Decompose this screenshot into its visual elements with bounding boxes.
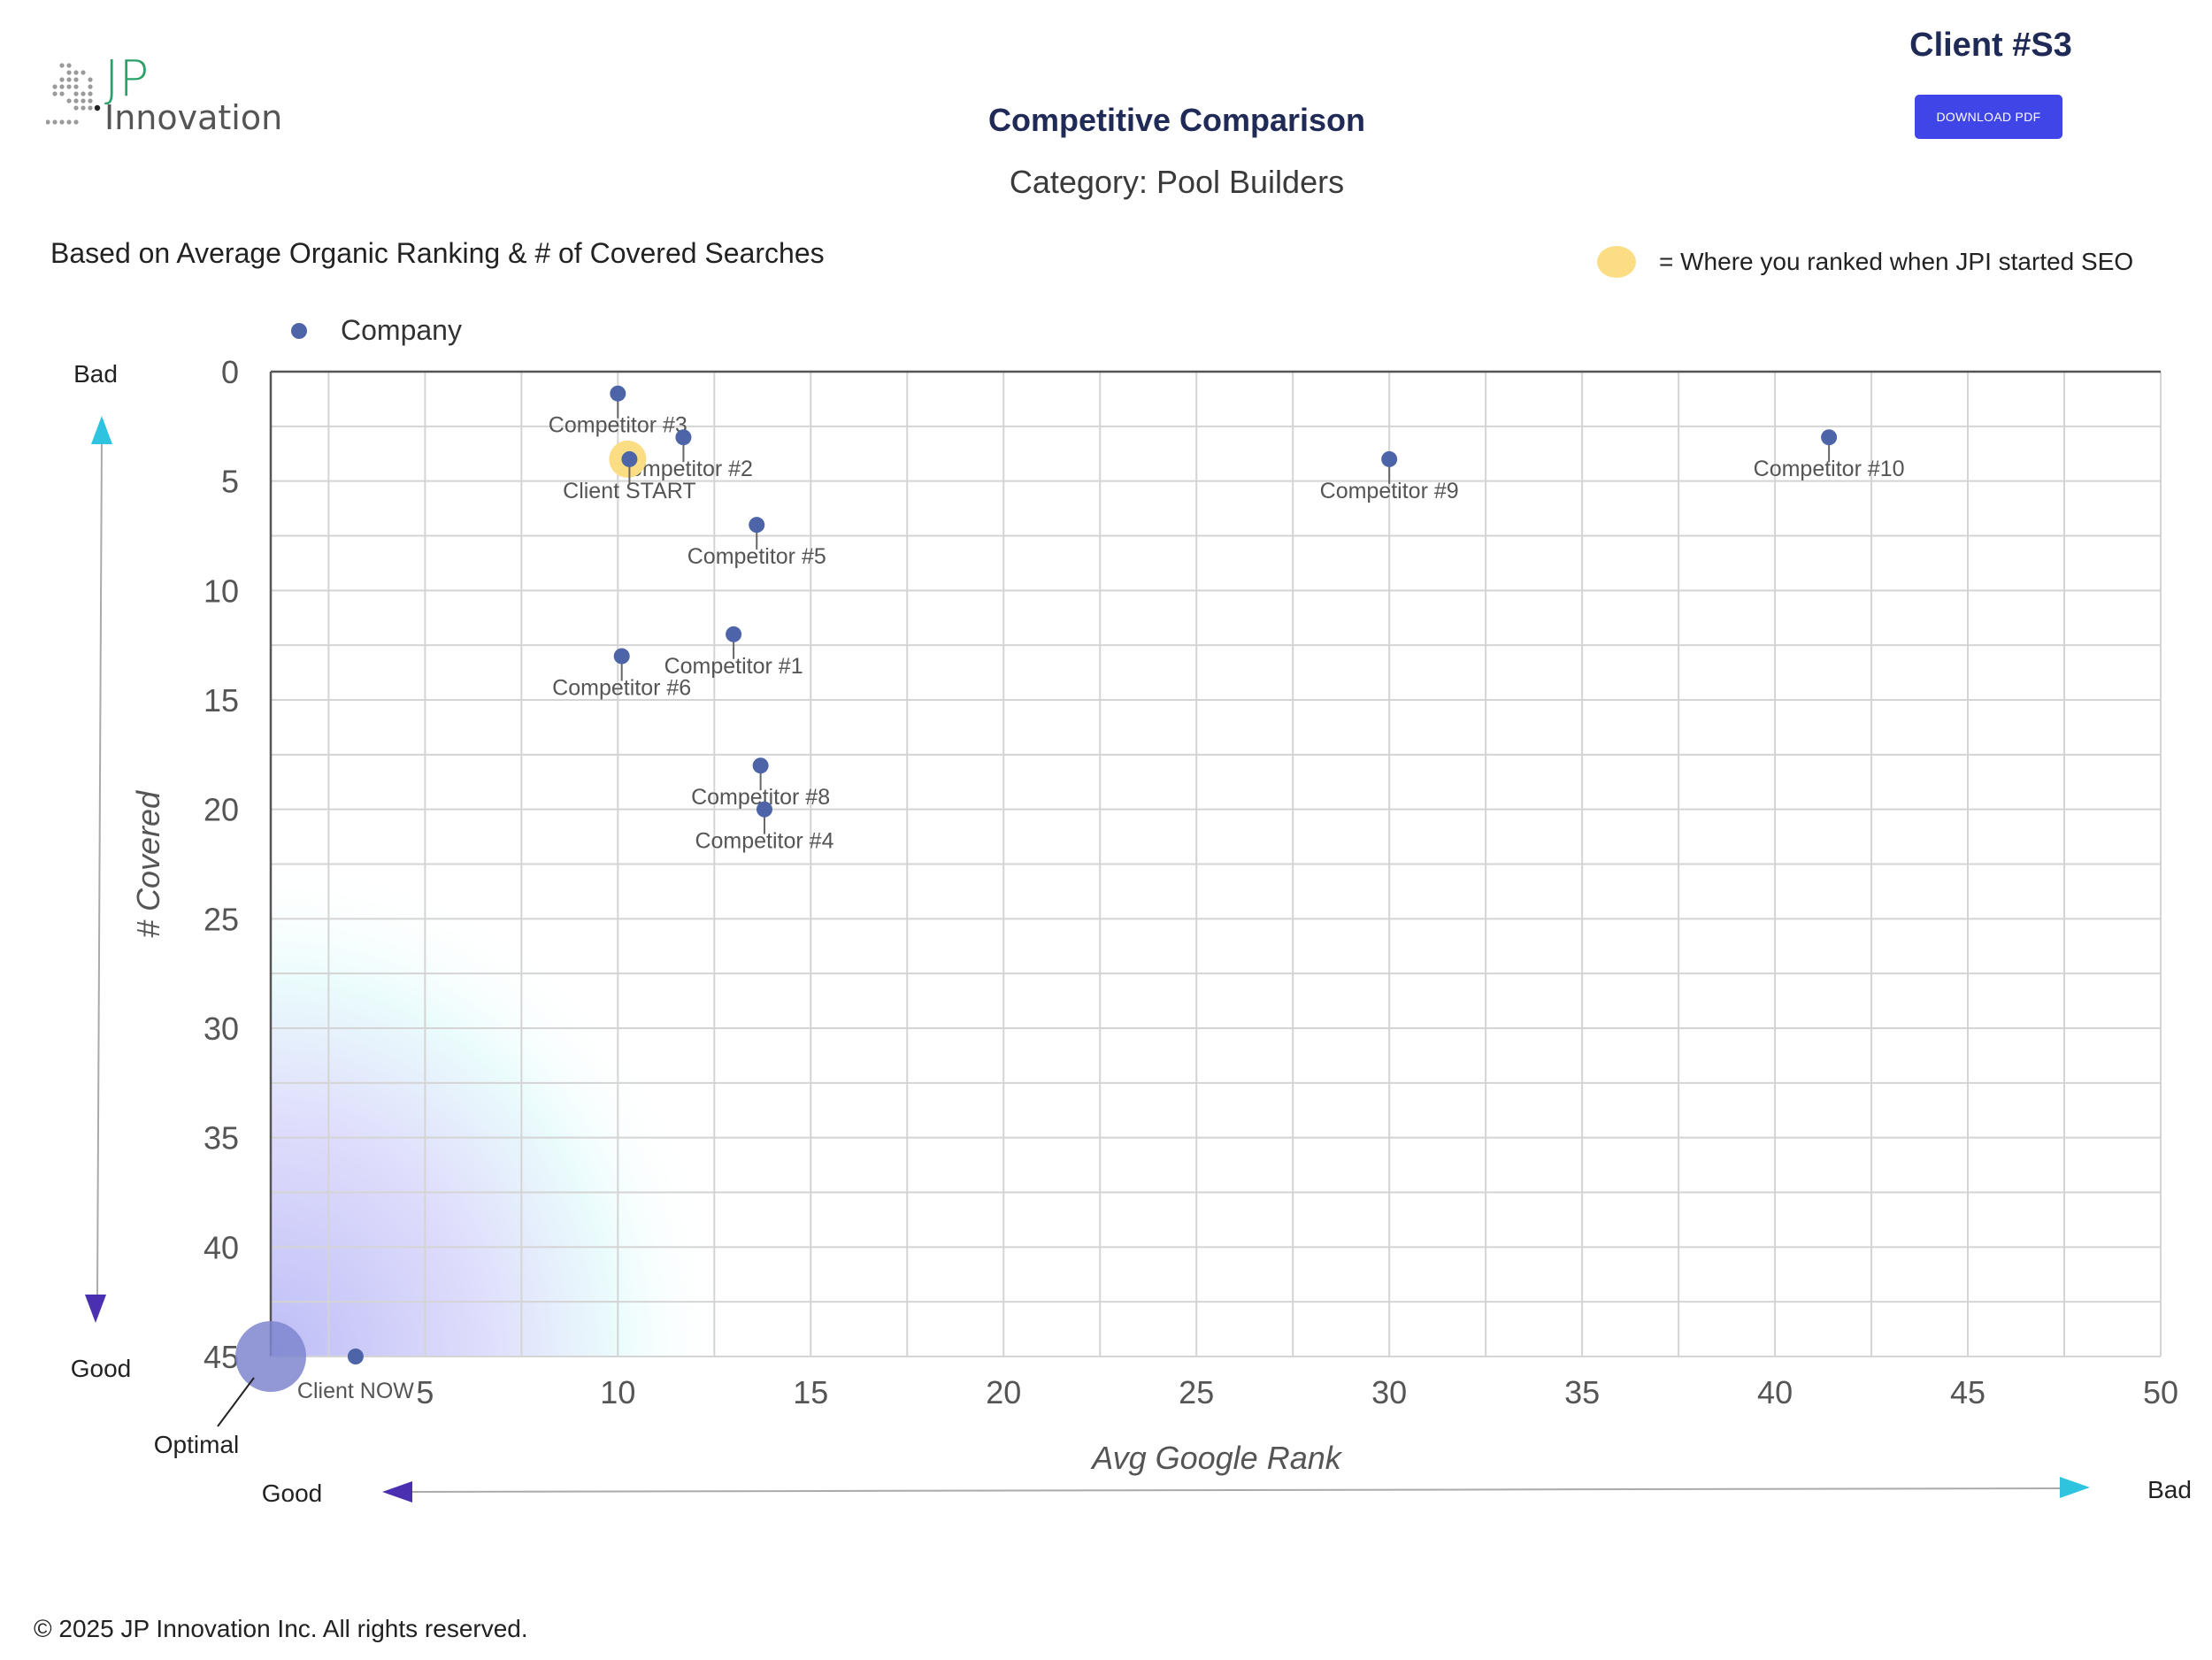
data-point: Competitor #8: [691, 757, 830, 810]
y-tick-label: 15: [204, 682, 239, 719]
basis-text: Based on Average Organic Ranking & # of …: [50, 237, 825, 269]
y-good-arrow-icon: [85, 1295, 106, 1323]
point-label: Competitor #10: [1754, 457, 1905, 481]
point-label: Competitor #5: [687, 544, 826, 569]
x-good-arrow-icon: [382, 1481, 412, 1502]
x-left-label: Good: [262, 1479, 323, 1507]
point-marker: [1381, 450, 1398, 467]
point-label: Competitor #6: [552, 676, 691, 701]
chart-subtitle: Category: Pool Builders: [1009, 164, 1345, 200]
x-tick-label: 50: [2143, 1374, 2178, 1410]
y-tick-label: 45: [204, 1339, 239, 1375]
x-axis-label: Avg Google Rank: [1090, 1440, 1343, 1476]
y-tick-label: 25: [204, 901, 239, 937]
point-marker: [1821, 429, 1838, 446]
x-bad-arrow-icon: [2060, 1477, 2090, 1498]
optimal-label: Optimal: [154, 1431, 239, 1458]
point-marker: [610, 385, 626, 402]
start-highlight-swatch: [1597, 246, 1636, 278]
point-marker: [347, 1349, 364, 1364]
tick-labels: 5 10 15 20 25 30 35 40 45 50 0 5 10 15 20 25 30 35 40 45: [204, 354, 2178, 1410]
point-marker: [752, 757, 769, 774]
x-tick-label: 25: [1179, 1374, 1214, 1410]
point-marker: [621, 450, 638, 467]
point-label: Competitor #4: [695, 829, 833, 854]
point-label: Competitor #9: [1320, 479, 1459, 503]
optimal-zone: [271, 853, 734, 1356]
y-tick-label: 0: [221, 354, 239, 390]
point-marker: [749, 517, 765, 534]
optimal-gradient: [271, 853, 734, 1356]
y-bad-arrow-icon: [91, 416, 112, 444]
chart-decor: [85, 416, 2090, 1502]
x-tick-label: 45: [1950, 1374, 1985, 1410]
x-tick-label: 5: [416, 1374, 434, 1410]
point-label: Competitor #1: [664, 654, 803, 679]
point-marker: [756, 801, 772, 818]
x-tick-label: 35: [1564, 1374, 1600, 1410]
y-tick-label: 5: [221, 464, 239, 500]
logo-dots-icon: [46, 63, 101, 125]
y-tick-label: 40: [204, 1229, 239, 1265]
y-tick-label: 35: [204, 1120, 239, 1157]
legend-start-entry: = Where you ranked when JPI started SEO: [1597, 244, 2146, 280]
data-point: Client START: [563, 450, 696, 503]
data-point: Competitor #2: [614, 429, 753, 481]
x-tick-label: 15: [793, 1374, 828, 1410]
x-tick-label: 20: [986, 1374, 1021, 1410]
data-point: Competitor #1: [664, 626, 803, 679]
optimal-pointer-line: [217, 1377, 255, 1427]
data-point: Competitor #10: [1754, 429, 1905, 481]
y-tick-label: 10: [204, 573, 239, 609]
client-title: Client #S3: [1909, 27, 2072, 64]
download-pdf-button[interactable]: DOWNLOAD PDF: [1915, 95, 2062, 139]
chart-axes: [269, 370, 2161, 1357]
data-point: Competitor #4: [695, 801, 834, 854]
y-tick-label: 30: [204, 1011, 239, 1047]
point-marker: [613, 648, 630, 665]
data-point: Competitor #3: [549, 385, 687, 438]
y-axis-label: # Covered: [130, 790, 166, 938]
logo-innovation-text: Innovation: [104, 98, 283, 137]
x-right-label: Bad: [2147, 1476, 2192, 1503]
legend-start-text: = Where you ranked when JPI started SEO: [1659, 248, 2134, 275]
point-label: Client NOW: [297, 1379, 414, 1403]
optimal-marker: [235, 1321, 306, 1392]
y-tick-label: 20: [204, 792, 239, 828]
chart-title: Competitive Comparison: [987, 102, 1366, 138]
x-tick-label: 10: [600, 1374, 635, 1410]
company-swatch: [291, 323, 307, 339]
data-point: Competitor #5: [687, 517, 826, 569]
y-direction-line: [96, 437, 103, 1297]
data-point: Client NOW: [297, 1349, 414, 1403]
x-tick-label: 40: [1757, 1374, 1793, 1410]
point-marker: [726, 626, 742, 642]
legend-company-text: Company: [341, 314, 462, 346]
point-marker: [675, 429, 692, 446]
chart-grid: [271, 372, 2162, 1356]
logo: JP Innovation: [46, 50, 282, 142]
y-top-label: Bad: [73, 360, 118, 388]
x-direction-line: [406, 1487, 2062, 1493]
data-point: Competitor #6: [552, 648, 691, 701]
copyright: © 2025 JP Innovation Inc. All rights res…: [34, 1615, 528, 1642]
data-point: Competitor #9: [1320, 450, 1459, 503]
point-label: Client START: [563, 479, 696, 503]
point-label: Competitor #3: [549, 413, 687, 438]
logo-jp-text: JP: [104, 50, 150, 108]
y-bottom-label: Good: [71, 1355, 132, 1382]
x-tick-label: 30: [1371, 1374, 1407, 1410]
